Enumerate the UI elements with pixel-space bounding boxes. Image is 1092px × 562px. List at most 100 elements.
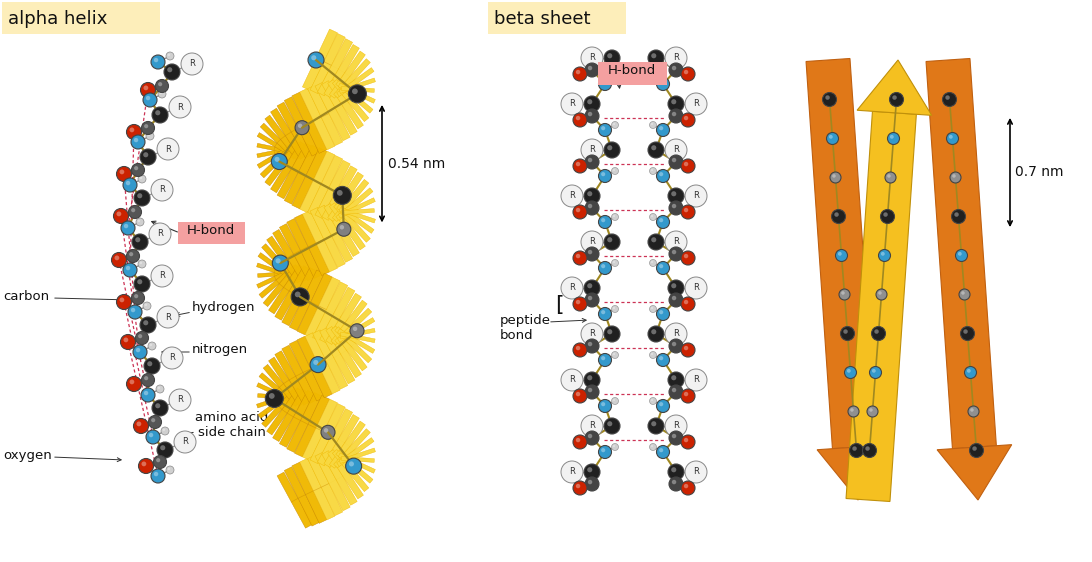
- Circle shape: [669, 155, 682, 169]
- Circle shape: [265, 389, 283, 407]
- Circle shape: [123, 263, 136, 277]
- Polygon shape: [340, 448, 376, 464]
- Circle shape: [154, 455, 166, 469]
- Polygon shape: [336, 67, 375, 97]
- Circle shape: [684, 300, 688, 304]
- Polygon shape: [284, 467, 319, 526]
- Polygon shape: [322, 166, 357, 220]
- Circle shape: [581, 139, 603, 161]
- Polygon shape: [289, 341, 324, 401]
- Circle shape: [575, 300, 580, 304]
- Circle shape: [126, 181, 130, 185]
- Polygon shape: [314, 452, 351, 511]
- Circle shape: [650, 167, 656, 174]
- Circle shape: [585, 293, 600, 307]
- Circle shape: [613, 77, 615, 79]
- Polygon shape: [271, 108, 306, 160]
- Circle shape: [869, 366, 881, 378]
- Circle shape: [133, 345, 147, 359]
- Circle shape: [612, 260, 618, 266]
- Circle shape: [587, 66, 592, 70]
- Circle shape: [601, 172, 605, 176]
- Circle shape: [651, 399, 653, 401]
- Polygon shape: [277, 143, 312, 199]
- Polygon shape: [312, 330, 347, 389]
- Circle shape: [348, 461, 354, 466]
- Circle shape: [140, 176, 142, 179]
- Circle shape: [573, 251, 587, 265]
- Circle shape: [847, 369, 851, 373]
- Circle shape: [140, 317, 156, 333]
- Circle shape: [333, 187, 352, 205]
- Polygon shape: [325, 293, 361, 345]
- Circle shape: [131, 135, 145, 149]
- Circle shape: [612, 443, 618, 451]
- Circle shape: [138, 260, 146, 268]
- Circle shape: [132, 234, 149, 250]
- Circle shape: [587, 112, 592, 116]
- Circle shape: [883, 212, 888, 217]
- Text: R: R: [673, 329, 679, 338]
- Text: R: R: [589, 238, 595, 247]
- Circle shape: [648, 326, 664, 342]
- Circle shape: [827, 133, 839, 144]
- Circle shape: [848, 406, 859, 417]
- Polygon shape: [258, 253, 295, 282]
- Polygon shape: [322, 451, 357, 505]
- Polygon shape: [846, 111, 916, 501]
- Polygon shape: [257, 268, 294, 288]
- Circle shape: [351, 324, 364, 338]
- Circle shape: [587, 99, 592, 105]
- Circle shape: [575, 254, 580, 259]
- Circle shape: [146, 96, 151, 100]
- Circle shape: [598, 124, 612, 137]
- Circle shape: [138, 334, 142, 338]
- Circle shape: [867, 406, 878, 417]
- Circle shape: [587, 375, 592, 380]
- Polygon shape: [331, 326, 367, 371]
- Circle shape: [607, 145, 613, 150]
- Polygon shape: [257, 147, 292, 158]
- Polygon shape: [334, 429, 370, 468]
- Circle shape: [308, 52, 324, 68]
- Polygon shape: [857, 60, 931, 115]
- Circle shape: [130, 128, 134, 132]
- Polygon shape: [332, 79, 369, 121]
- Circle shape: [942, 93, 957, 107]
- Circle shape: [601, 310, 605, 314]
- Polygon shape: [314, 83, 351, 141]
- Circle shape: [875, 329, 879, 334]
- Circle shape: [685, 277, 707, 299]
- Text: R: R: [693, 283, 699, 292]
- Circle shape: [669, 339, 682, 353]
- Text: [: [: [555, 295, 563, 315]
- Text: alpha helix: alpha helix: [8, 10, 107, 28]
- Circle shape: [129, 252, 133, 256]
- Polygon shape: [324, 203, 359, 256]
- Circle shape: [585, 477, 600, 491]
- Text: R: R: [189, 60, 195, 69]
- Circle shape: [681, 343, 695, 357]
- Circle shape: [685, 461, 707, 483]
- Circle shape: [878, 291, 881, 294]
- Polygon shape: [257, 133, 295, 157]
- Circle shape: [134, 276, 150, 292]
- Circle shape: [133, 419, 149, 433]
- Polygon shape: [263, 364, 299, 406]
- Circle shape: [156, 458, 161, 463]
- Polygon shape: [275, 266, 310, 320]
- Circle shape: [598, 400, 612, 413]
- Circle shape: [650, 214, 656, 220]
- Polygon shape: [310, 404, 345, 464]
- Circle shape: [612, 351, 618, 359]
- Circle shape: [681, 205, 695, 219]
- Polygon shape: [277, 102, 312, 158]
- Circle shape: [575, 70, 580, 74]
- Circle shape: [668, 464, 684, 480]
- Polygon shape: [262, 244, 298, 283]
- Circle shape: [147, 134, 151, 136]
- FancyBboxPatch shape: [488, 2, 626, 34]
- Polygon shape: [280, 390, 314, 447]
- Circle shape: [966, 369, 971, 373]
- Circle shape: [651, 169, 653, 171]
